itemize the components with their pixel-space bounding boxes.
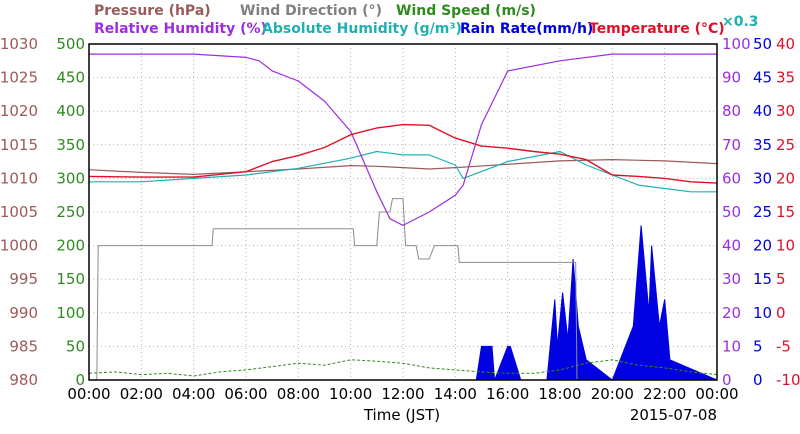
rain-tick-label: 50 (753, 35, 772, 53)
legend-absolute-humidity: Absolute Humidity (g/m³) (262, 21, 462, 37)
legend-relative-humidity: Relative Humidity (%) (94, 21, 267, 37)
x-tick-label: 00:00 (67, 385, 110, 403)
legend-scale-note: ×0.3 (722, 14, 759, 30)
rain-tick-label: 0 (753, 371, 763, 389)
x-tick-label: 10:00 (329, 385, 372, 403)
direction-tick-label: 400 (56, 102, 85, 120)
rain-tick-label: 30 (753, 169, 772, 187)
temperature-tick-label: 40 (776, 35, 795, 53)
rain-tick-label: 40 (753, 102, 772, 120)
x-tick-label: 18:00 (538, 385, 581, 403)
x-tick-label: 08:00 (277, 385, 320, 403)
direction-tick-label: 100 (56, 304, 85, 322)
rain-tick-label: 45 (753, 69, 772, 87)
direction-tick-label: 50 (66, 337, 85, 355)
legend-rain-rate: Rain Rate(mm/h) (460, 21, 593, 37)
series-relative-humidity (89, 53, 717, 226)
legend-wind-speed: Wind Speed (m/s) (396, 3, 536, 19)
y-tick-labels: 9809859909951000100510101015102010251030… (0, 35, 800, 389)
x-tick-labels: 00:00 02:00 04:00 06:00 08:00 10:00 12:00 14:00… (67, 385, 738, 403)
humidity-tick-label: 30 (722, 270, 741, 288)
pressure-tick-label: 1025 (0, 69, 38, 87)
temperature-tick-label: -10 (776, 371, 800, 389)
direction-tick-label: 300 (56, 169, 85, 187)
pressure-tick-label: 990 (9, 304, 38, 322)
humidity-tick-label: 20 (722, 304, 741, 322)
pressure-tick-label: 985 (9, 337, 38, 355)
direction-tick-label: 450 (56, 69, 85, 87)
legend-temperature: Temperature (°C) (589, 21, 725, 37)
legend-pressure: Pressure (hPa) (94, 3, 211, 19)
plot-frame (88, 43, 718, 381)
pressure-tick-label: 980 (9, 371, 38, 389)
pressure-tick-label: 1030 (0, 35, 38, 53)
x-tick-label: 12:00 (381, 385, 424, 403)
series-wind-speed-m-s (88, 359, 718, 377)
humidity-tick-label: 70 (722, 136, 741, 154)
direction-tick-label: 200 (56, 237, 85, 255)
rain-tick-label: 25 (753, 203, 772, 221)
temperature-tick-label: -5 (776, 337, 791, 355)
direction-tick-label: 150 (56, 270, 85, 288)
pressure-tick-label: 1015 (0, 136, 38, 154)
humidity-tick-label: 50 (722, 203, 741, 221)
x-tick-label: 00:00 (695, 385, 738, 403)
series-pressure-hpa (88, 159, 718, 175)
humidity-tick-label: 90 (722, 69, 741, 87)
rain-tick-label: 15 (753, 270, 772, 288)
x-axis-label: Time (JST) (363, 406, 440, 424)
series-absolute-humidity-g-m (89, 150, 717, 193)
x-tick-label: 04:00 (172, 385, 215, 403)
temperature-tick-label: 10 (776, 237, 795, 255)
grid (89, 44, 717, 380)
humidity-tick-label: 10 (722, 337, 741, 355)
legend: Pressure (hPa) Wind Direction (°) Wind S… (94, 3, 759, 37)
rain-tick-label: 5 (753, 337, 763, 355)
chart-date: 2015-07-08 (630, 406, 717, 424)
rain-tick-label: 20 (753, 237, 772, 255)
x-tick-label: 02:00 (120, 385, 163, 403)
humidity-tick-label: 0 (722, 371, 732, 389)
series-wind-direction (89, 198, 717, 381)
series-layer (88, 53, 718, 381)
temperature-tick-label: 15 (776, 203, 795, 221)
humidity-tick-label: 100 (722, 35, 751, 53)
pressure-tick-label: 1005 (0, 203, 38, 221)
temperature-tick-label: 5 (776, 270, 786, 288)
humidity-tick-label: 40 (722, 237, 741, 255)
pressure-tick-label: 1010 (0, 169, 38, 187)
x-tick-label: 22:00 (643, 385, 686, 403)
temperature-tick-label: 30 (776, 102, 795, 120)
humidity-tick-label: 60 (722, 169, 741, 187)
pressure-tick-label: 1020 (0, 102, 38, 120)
x-tick-label: 06:00 (224, 385, 267, 403)
temperature-tick-label: 0 (776, 304, 786, 322)
direction-tick-label: 0 (75, 371, 85, 389)
x-tick-label: 14:00 (434, 385, 477, 403)
pressure-tick-label: 995 (9, 270, 38, 288)
temperature-tick-label: 35 (776, 69, 795, 87)
temperature-tick-label: 25 (776, 136, 795, 154)
x-tick-label: 16:00 (486, 385, 529, 403)
x-tick-label: 20:00 (591, 385, 634, 403)
series-temperature-c (88, 123, 718, 184)
legend-wind-direction: Wind Direction (°) (240, 3, 382, 19)
rain-tick-label: 35 (753, 136, 772, 154)
rain-tick-label: 10 (753, 304, 772, 322)
direction-tick-label: 350 (56, 136, 85, 154)
humidity-tick-label: 80 (722, 102, 741, 120)
direction-tick-label: 250 (56, 203, 85, 221)
pressure-tick-label: 1000 (0, 237, 38, 255)
temperature-tick-label: 20 (776, 169, 795, 187)
direction-tick-label: 500 (56, 35, 85, 53)
